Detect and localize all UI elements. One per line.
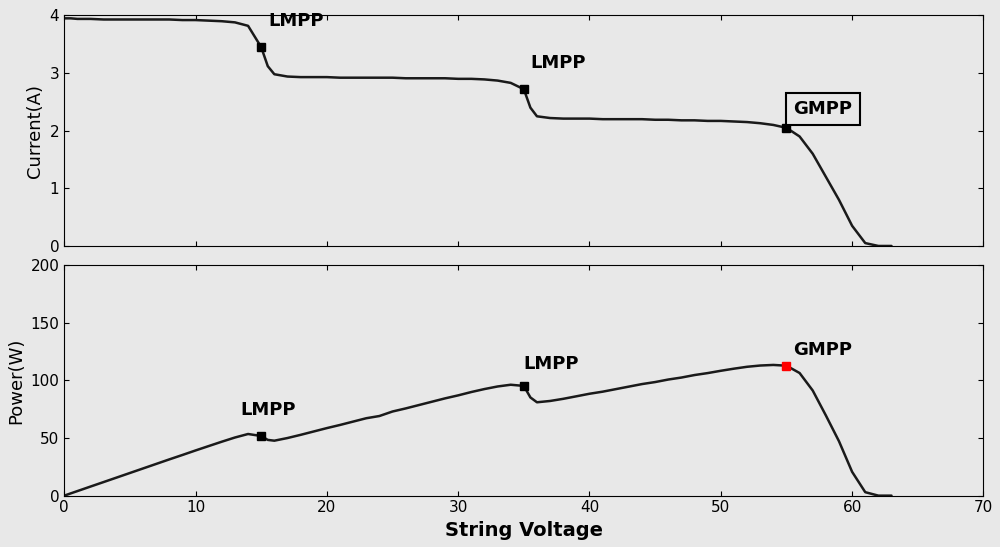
Text: GMPP: GMPP xyxy=(793,100,852,118)
Text: LMPP: LMPP xyxy=(240,401,296,419)
Y-axis label: Current(A): Current(A) xyxy=(26,84,44,178)
Y-axis label: Power(W): Power(W) xyxy=(7,337,25,423)
Text: LMPP: LMPP xyxy=(524,355,579,373)
Text: LMPP: LMPP xyxy=(531,54,586,72)
Text: LMPP: LMPP xyxy=(268,13,324,30)
Text: GMPP: GMPP xyxy=(793,341,852,359)
X-axis label: String Voltage: String Voltage xyxy=(445,521,603,540)
